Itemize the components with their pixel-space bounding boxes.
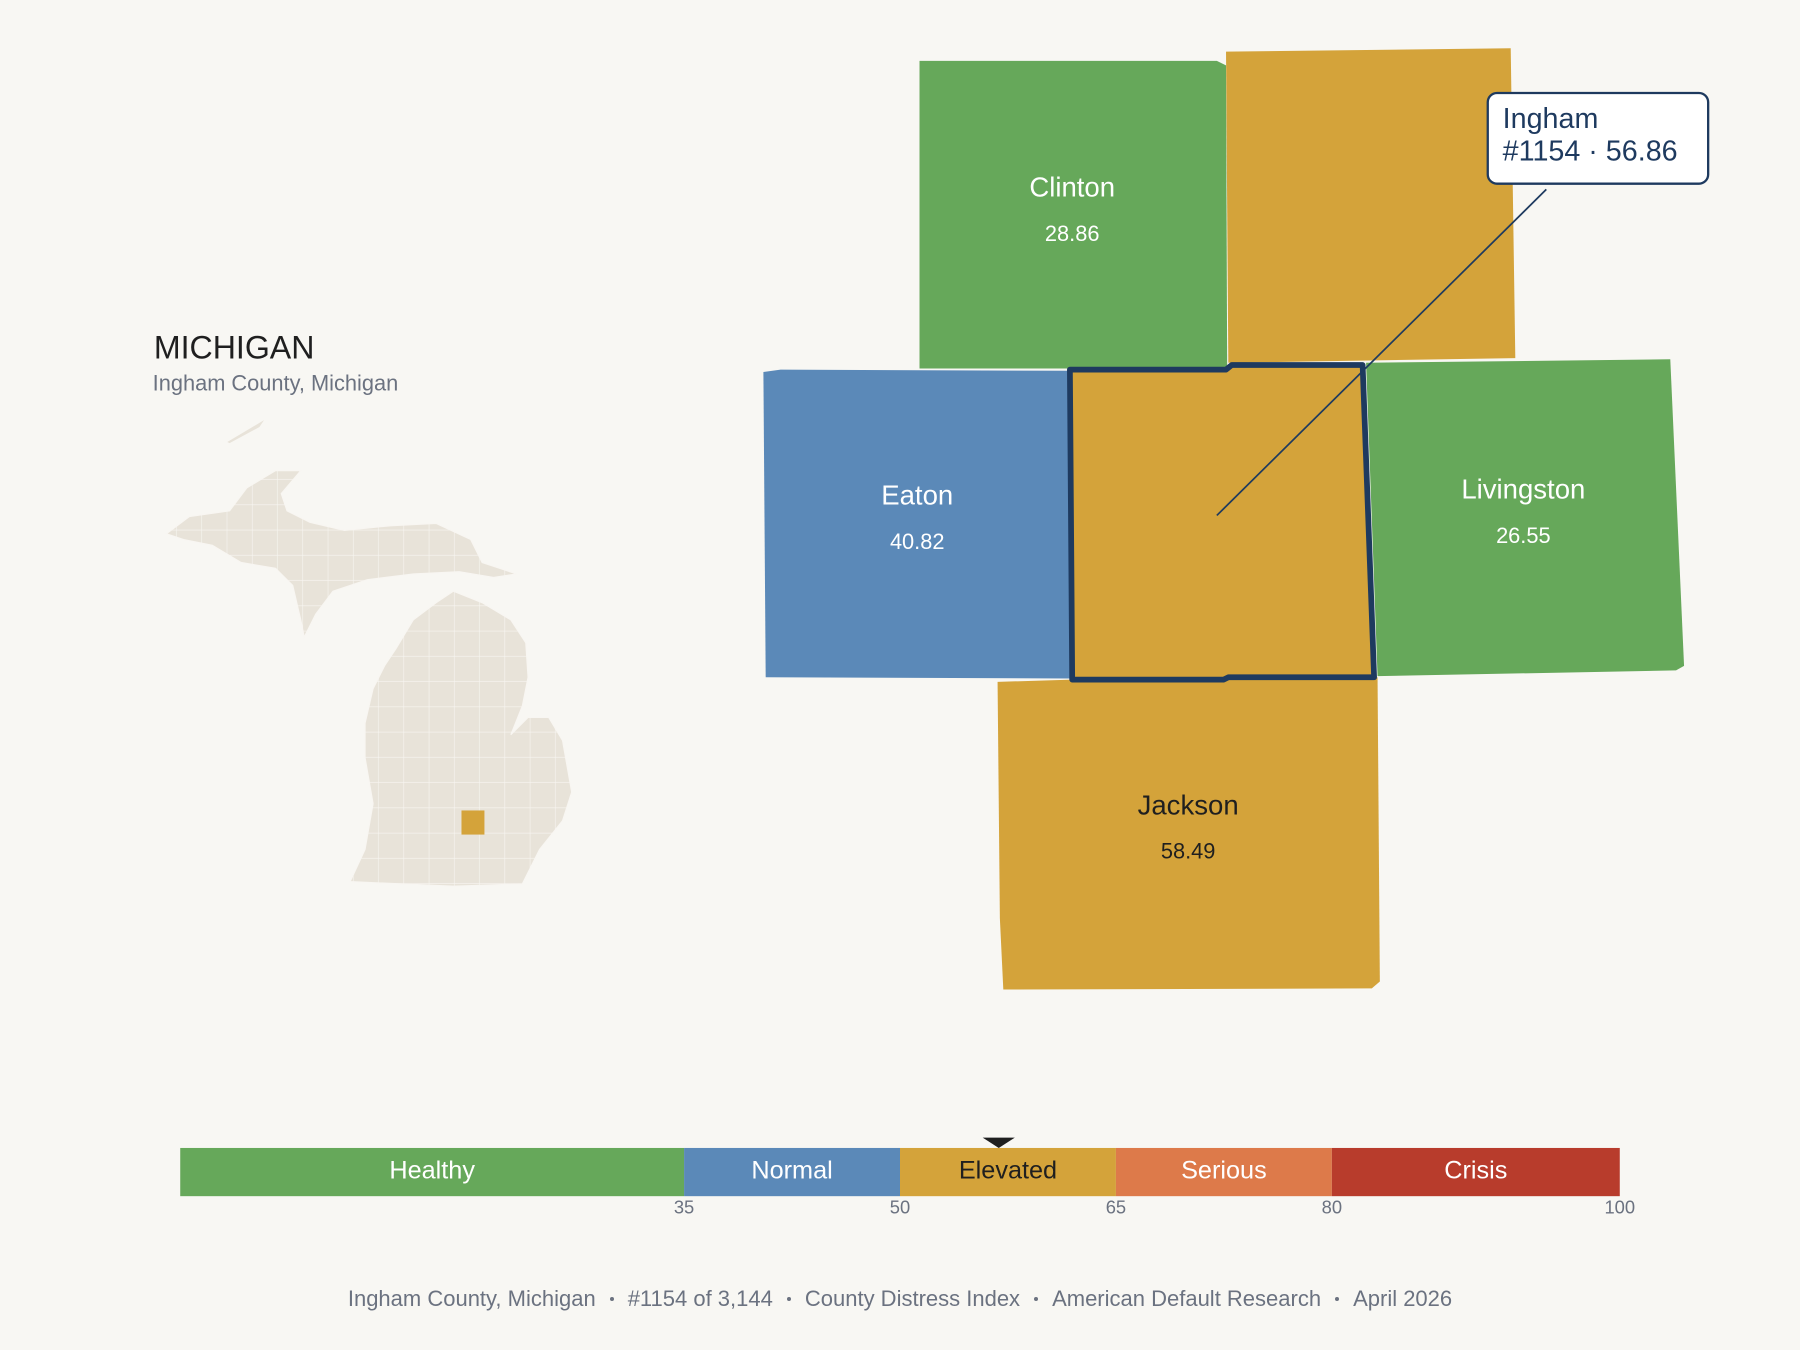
county-value: 58.49: [1161, 839, 1216, 864]
county-name: Livingston: [1461, 474, 1585, 505]
footer-item: April 2026: [1353, 1286, 1453, 1311]
state-title: MICHIGAN: [154, 330, 315, 366]
island: [227, 420, 265, 444]
footer-item: American Default Research: [1052, 1286, 1322, 1311]
county: [1067, 362, 1377, 683]
scale-band-label: Elevated: [959, 1157, 1057, 1185]
scale-band: [1115, 1147, 1332, 1197]
county-name: Clinton: [1029, 172, 1115, 203]
state-subtitle: Ingham County, Michigan: [153, 370, 399, 395]
footer-item: Ingham County, Michigan: [347, 1286, 596, 1311]
separator: [609, 1297, 614, 1301]
callout-title: Ingham: [1503, 103, 1599, 135]
county-name: Eaton: [881, 479, 953, 510]
scale-tick-label: 50: [890, 1197, 910, 1218]
county: [997, 677, 1380, 990]
callout: Ingham #1154 · 56.86: [1216, 91, 1710, 517]
scale-tick-label: 80: [1322, 1197, 1342, 1218]
scale-band: [180, 1147, 685, 1197]
footer-item: #1154 of 3,144: [627, 1286, 773, 1311]
separator: [786, 1297, 791, 1301]
upper-peninsula: [165, 470, 517, 639]
scale-band-label: Serious: [1181, 1157, 1267, 1185]
scale-band: [900, 1147, 1116, 1197]
county-name: Jackson: [1138, 789, 1239, 820]
callout-leader: [1216, 188, 1547, 517]
scale-marker: [982, 1137, 1015, 1148]
county: [763, 369, 1070, 679]
scale-band: [1331, 1147, 1620, 1197]
state-map: [165, 420, 573, 887]
separator: [1034, 1297, 1039, 1301]
scale-tick-label: 35: [674, 1197, 694, 1218]
county-map: Clinton 28.86 Eaton 40.82 Livingston 26.55 Jac…: [763, 48, 1685, 990]
county: [1366, 359, 1685, 677]
scale-band: [684, 1147, 900, 1197]
scale-tick-label: 65: [1106, 1197, 1126, 1218]
footer: Ingham County, Michigan #1154 of 3,144 Cou…: [0, 1286, 1800, 1312]
footer-item: County Distress Index: [804, 1286, 1021, 1311]
lower-peninsula: [349, 590, 573, 887]
county-value: 26.55: [1496, 523, 1551, 548]
scale-band-label: Crisis: [1444, 1157, 1507, 1185]
callout-box: [1486, 91, 1710, 185]
county-value: 40.82: [890, 529, 945, 554]
neighbor-county: [1226, 48, 1516, 363]
scale-band-label: Healthy: [389, 1157, 475, 1185]
state-map-highlight: [461, 810, 485, 835]
callout-detail: #1154 · 56.86: [1503, 135, 1678, 167]
scale-band-label: Normal: [751, 1157, 832, 1185]
county: [919, 60, 1228, 369]
scale-bar: Healthy Normal Elevated Serious Crisis 35 50 65…: [180, 1137, 1635, 1218]
separator: [1335, 1297, 1340, 1301]
county-value: 28.86: [1045, 221, 1100, 246]
scale-tick-label: 100: [1604, 1197, 1635, 1218]
